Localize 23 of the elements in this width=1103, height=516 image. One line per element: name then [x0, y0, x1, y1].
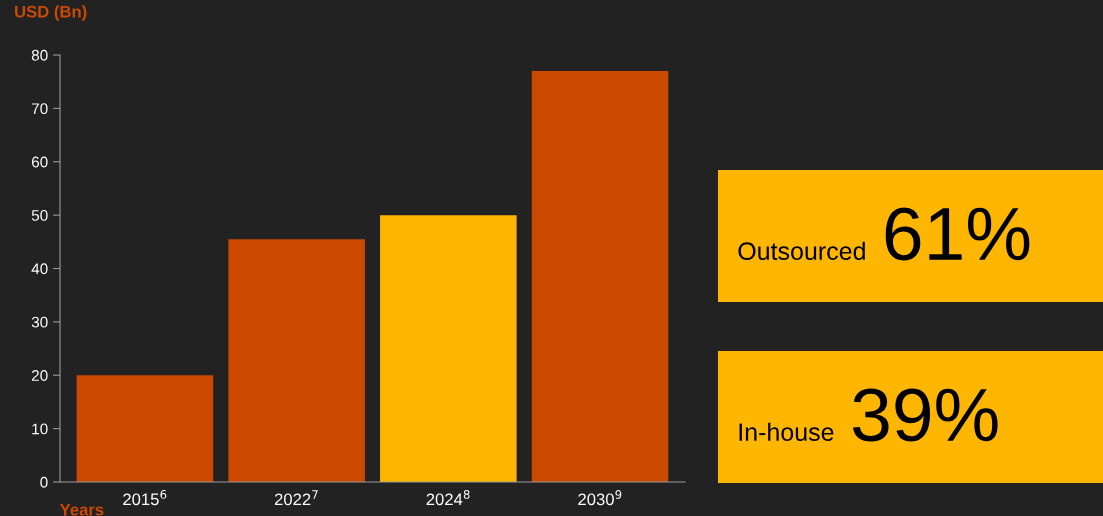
y-tick-label: 60 — [31, 156, 48, 168]
y-tick-label: 30 — [31, 316, 48, 328]
text: Outsourced — [738, 241, 865, 261]
y-tick-label: 40 — [31, 263, 48, 275]
x-tick-label: 2030$^{9}$ — [578, 490, 622, 506]
text: In-house — [739, 422, 834, 442]
x-tick-label: 2022$^{7}$ — [274, 490, 318, 506]
text: 61% — [885, 207, 1030, 261]
x-axis-title: Years — [59, 503, 104, 516]
y-tick-label: 80 — [31, 49, 48, 61]
y-tick-label: 70 — [31, 103, 48, 115]
bar — [228, 239, 365, 482]
y-tick-label: 50 — [31, 209, 48, 221]
y-tick-label: 0 — [40, 476, 48, 488]
y-tick-label: 10 — [32, 423, 48, 435]
text: 39% — [853, 388, 998, 442]
x-tick-label: 2015$^{6}$ — [123, 490, 167, 506]
bar — [380, 215, 517, 482]
y-axis-title: USD (Bn) — [15, 5, 87, 21]
x-tick-label: 2024$^{8}$ — [426, 490, 470, 506]
y-tick-label: 20 — [31, 370, 48, 381]
bar — [76, 375, 214, 482]
bar — [531, 71, 669, 482]
